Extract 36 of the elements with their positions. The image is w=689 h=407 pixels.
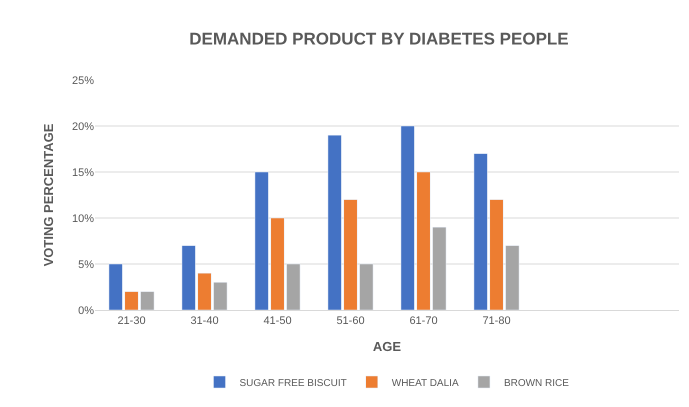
bar — [198, 272, 212, 310]
bar — [108, 264, 123, 310]
bar — [416, 172, 430, 310]
bar — [213, 282, 228, 310]
legend-label: WHEAT DALIA — [392, 378, 459, 389]
bar — [254, 172, 269, 310]
bar — [474, 153, 488, 310]
bar — [124, 291, 138, 310]
bar — [490, 199, 504, 310]
x-tick-label: 51-60 — [336, 315, 365, 328]
y-tick-label: 25% — [72, 74, 94, 87]
bar — [400, 126, 415, 310]
x-tick-label: 41-50 — [263, 315, 292, 328]
x-tick-label: 71-80 — [482, 315, 511, 328]
y-tick-label: 0% — [78, 304, 94, 317]
x-tick-label: 61-70 — [409, 315, 438, 328]
legend-label: BROWN RICE — [504, 378, 570, 389]
y-tick-label: 15% — [72, 166, 94, 179]
bar — [505, 245, 520, 310]
y-tick-label: 5% — [78, 258, 94, 271]
bar — [182, 245, 196, 310]
x-axis-title: AGE — [372, 338, 402, 354]
x-tick-label: 21-30 — [117, 315, 146, 328]
y-axis-title: VOTING PERCENTAGE — [40, 123, 56, 266]
bar — [270, 218, 284, 310]
bar — [140, 291, 154, 310]
bar — [328, 134, 342, 310]
y-tick-label: 20% — [72, 120, 94, 133]
legend-label: SUGAR FREE BISCUIT — [240, 378, 347, 389]
bar — [359, 264, 374, 310]
x-tick-label: 31-40 — [190, 315, 219, 328]
bar — [344, 199, 358, 310]
y-tick-label: 10% — [72, 212, 94, 225]
chart-title: DEMANDED PRODUCT BY DIABETES PEOPLE — [189, 29, 569, 48]
bar — [432, 226, 446, 310]
bar — [286, 264, 300, 310]
